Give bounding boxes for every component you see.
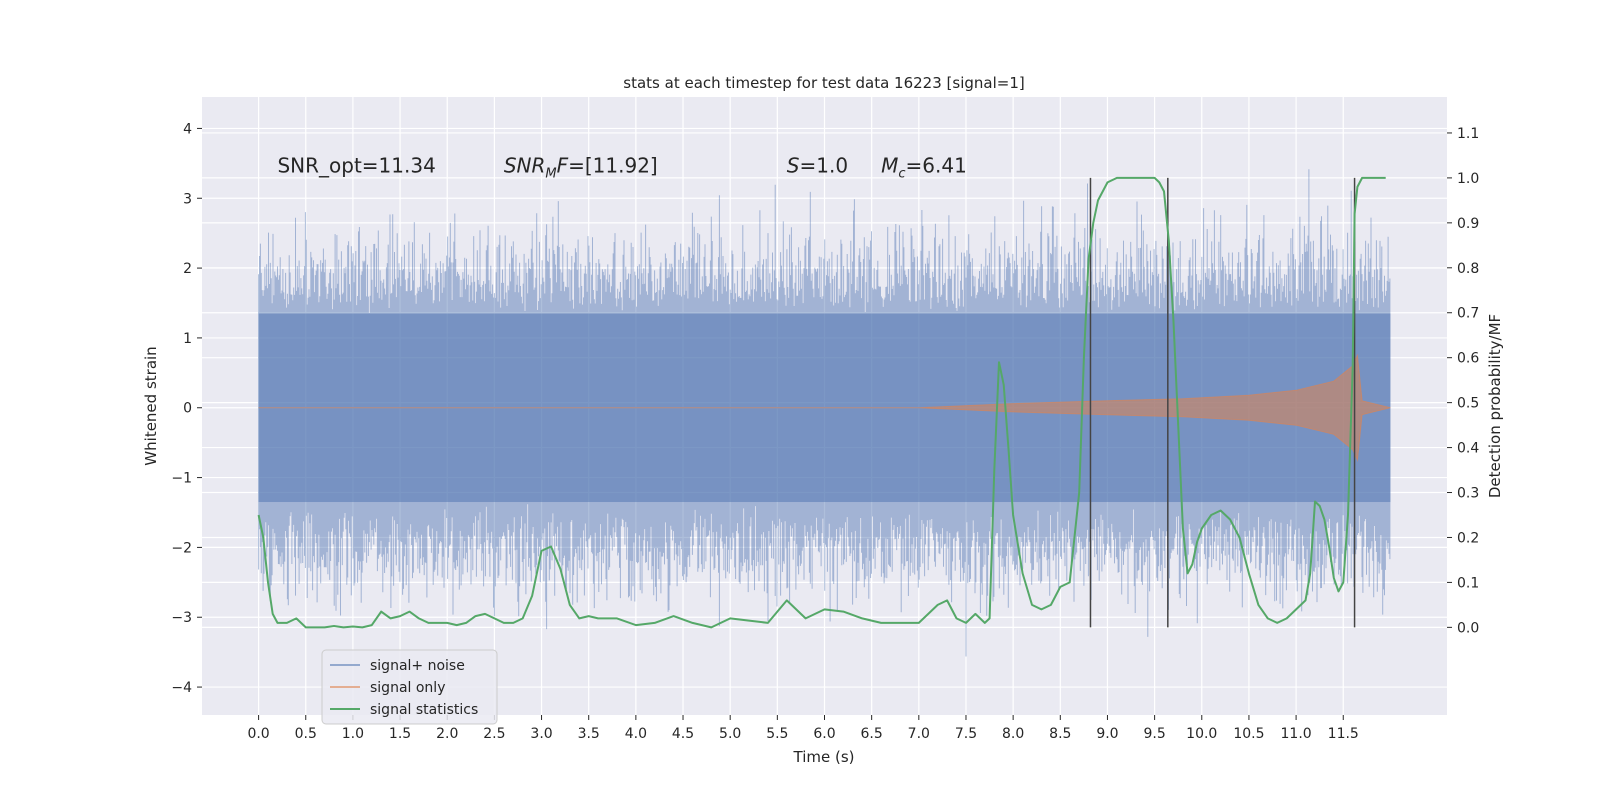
- annotation-snr-mf: SNRMF=[11.92]: [504, 153, 658, 181]
- x-tick-label: 0.5: [295, 726, 317, 742]
- x-tick-label: 6.5: [861, 726, 883, 742]
- s-symbol: S: [787, 153, 800, 177]
- x-tick-label: 8.5: [1049, 726, 1071, 742]
- x-tick-label: 3.5: [578, 726, 600, 742]
- mc-value: 6.41: [922, 153, 967, 177]
- x-tick-label: 8.0: [1002, 726, 1024, 742]
- y-right-tick-label: 0.9: [1457, 216, 1479, 232]
- y-right-tick-label: 0.3: [1457, 486, 1479, 502]
- x-tick-label: 7.5: [955, 726, 977, 742]
- x-tick-label: 1.0: [342, 726, 364, 742]
- snr-mf-value: [11.92]: [585, 153, 658, 177]
- mc-symbol: M: [881, 153, 898, 177]
- y-left-tick-label: 1: [183, 331, 192, 347]
- y-left-tick-label: 2: [183, 261, 192, 277]
- y-right-tick-label: 0.7: [1457, 306, 1479, 322]
- annotation-snr-opt: SNR_opt=11.34: [277, 153, 435, 177]
- x-tick-label: 7.0: [908, 726, 930, 742]
- x-tick-label: 10.5: [1233, 726, 1264, 742]
- x-tick-label: 4.0: [625, 726, 647, 742]
- y-right-tick-label: 0.0: [1457, 620, 1479, 636]
- x-tick-label: 5.0: [719, 726, 741, 742]
- y-left-tick-label: −4: [171, 680, 192, 696]
- x-tick-label: 6.0: [813, 726, 835, 742]
- y-right-tick-label: 0.8: [1457, 261, 1479, 277]
- y-left-tick-label: 4: [183, 121, 192, 137]
- annotation-s: S=1.0: [787, 153, 848, 177]
- legend: signal+ noise signal only signal statist…: [321, 649, 498, 725]
- y-right-tick-label: 0.2: [1457, 530, 1479, 546]
- y-left-tick-label: −1: [171, 471, 192, 487]
- x-tick-label: 11.0: [1281, 726, 1312, 742]
- annotation-mc: Mc=6.41: [881, 153, 967, 181]
- mc-subscript: c: [898, 166, 905, 181]
- y-left-axis-ticks: 4 3 2 1 0 −1 −2 −3 −4: [171, 121, 202, 696]
- s-eq: =: [799, 153, 816, 177]
- signal-statistics-series: [257, 176, 1386, 629]
- x-tick-label: 10.0: [1186, 726, 1217, 742]
- y-right-tick-label: 1.0: [1457, 171, 1479, 187]
- x-tick-label: 1.5: [389, 726, 411, 742]
- snr-mf-symbol: SNR: [504, 153, 546, 177]
- x-axis-ticks: 0.0 0.5 1.0 1.5 2.0 2.5 3.0 3.5 4.0 4.5 5.0 5.5 6.0 6…: [247, 715, 1359, 742]
- signal-only-envelope: [258, 353, 1391, 463]
- y-right-tick-label: 0.6: [1457, 351, 1479, 367]
- x-tick-label: 2.0: [436, 726, 458, 742]
- plot-area: [257, 169, 1391, 657]
- annotations: SNR_opt=11.34 SNRMF=[11.92] S=1.0 Mc=6.4…: [277, 153, 966, 181]
- y-right-axis-ticks: 1.1 1.0 0.9 0.8 0.7 0.6 0.5 0.4 0.3 0.2 0.1 0.0: [1447, 126, 1479, 636]
- x-tick-label: 2.5: [483, 726, 505, 742]
- chart-title: stats at each timestep for test data 162…: [623, 74, 1024, 92]
- s-value: 1.0: [816, 153, 848, 177]
- y-right-tick-label: 0.1: [1457, 575, 1479, 591]
- y-left-tick-label: 3: [183, 191, 192, 207]
- x-tick-label: 9.0: [1096, 726, 1118, 742]
- legend-label-signal-statistics: signal statistics: [370, 702, 478, 718]
- x-tick-label: 5.5: [766, 726, 788, 742]
- x-tick-label: 11.5: [1328, 726, 1359, 742]
- y-right-tick-label: 0.4: [1457, 441, 1479, 457]
- snr-mf-subscript: M: [545, 166, 556, 181]
- y-left-tick-label: −2: [171, 540, 192, 556]
- y-left-tick-label: −3: [171, 610, 192, 626]
- signal-only-series: [258, 353, 1391, 463]
- y-right-axis-label: Detection probability/MF: [1486, 314, 1504, 498]
- legend-label-signal-noise: signal+ noise: [370, 658, 465, 674]
- x-tick-label: 0.0: [247, 726, 269, 742]
- x-tick-label: 3.0: [530, 726, 552, 742]
- legend-label-signal-only: signal only: [370, 680, 445, 696]
- snr-mf-tail: F=: [557, 153, 585, 177]
- y-left-tick-label: 0: [183, 401, 192, 417]
- signal-statistics-line: [257, 176, 1386, 629]
- x-axis-label: Time (s): [793, 748, 855, 766]
- mc-eq: =: [906, 153, 923, 177]
- y-right-tick-label: 0.5: [1457, 396, 1479, 412]
- y-left-axis-label: Whitened strain: [142, 346, 160, 465]
- y-right-tick-label: 1.1: [1457, 126, 1479, 142]
- x-tick-label: 4.5: [672, 726, 694, 742]
- legend-box: [321, 649, 498, 725]
- x-tick-label: 9.5: [1143, 726, 1165, 742]
